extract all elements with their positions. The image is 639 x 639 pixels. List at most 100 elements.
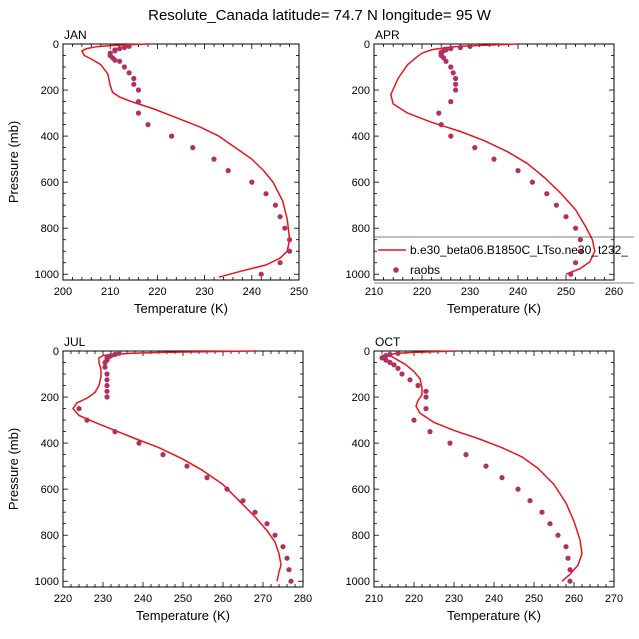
raobs-point	[160, 452, 166, 458]
y-tick-label: 600	[352, 484, 370, 496]
raobs-point	[84, 417, 90, 423]
raobs-point	[423, 394, 429, 400]
panel-jan: JAN 200 210 220 230 240 250 0 200 400 600 800 1000 Te…	[6, 28, 308, 316]
x-tick-label: 210	[365, 593, 383, 605]
legend-model-label: b.e30_beta06.B1850C_LTso.ne30_t232_	[410, 243, 628, 257]
raobs-point	[224, 486, 230, 492]
raobs-point	[264, 521, 270, 527]
y-tick-label: 0	[53, 39, 59, 51]
raobs-point	[567, 578, 573, 584]
raobs-point	[116, 350, 122, 356]
y-tick-label: 600	[41, 177, 59, 189]
raobs-point	[287, 248, 293, 254]
raobs-point	[448, 133, 454, 139]
y-tick-label: 400	[352, 131, 370, 143]
raobs-point	[272, 532, 278, 538]
raobs-point	[448, 64, 454, 70]
x-axis-label: Temperature (K)	[447, 608, 541, 623]
y-tick-label: 1000	[35, 269, 59, 281]
x-tick-label: 240	[134, 593, 152, 605]
x-axis-label: Temperature (K)	[136, 608, 230, 623]
y-axis-label: Pressure (mb)	[6, 428, 21, 510]
raobs-point	[527, 498, 533, 504]
raobs-point	[563, 214, 569, 220]
raobs-point	[379, 355, 385, 361]
x-tick-label: 260	[605, 286, 623, 298]
raobs-point	[423, 388, 429, 394]
raobs-point	[272, 202, 278, 208]
x-tick-label: 210	[101, 286, 119, 298]
raobs-point	[577, 248, 584, 254]
raobs-point	[407, 377, 413, 383]
raobs-point	[145, 122, 151, 128]
x-tick-label: 280	[294, 593, 312, 605]
y-tick-label: 400	[352, 438, 370, 450]
raobs-point	[544, 191, 550, 197]
raobs-point	[491, 156, 497, 162]
raobs-point	[112, 48, 118, 54]
raobs-point	[547, 521, 553, 527]
raobs-point	[515, 486, 521, 492]
y-tick-label: 800	[352, 530, 370, 542]
y-tick-label: 800	[41, 223, 59, 235]
raobs-point	[277, 214, 283, 220]
panel-apr: APR 210 220 230 240 250 260 0 200 400 600 800 1000 Te…	[346, 28, 624, 316]
raobs-point	[136, 440, 142, 446]
y-tick-label: 200	[352, 392, 370, 404]
plot-frame	[373, 43, 615, 281]
raobs-point	[121, 64, 127, 70]
raobs-point	[411, 417, 417, 423]
x-tick-label: 230	[195, 286, 213, 298]
raobs-point	[258, 271, 264, 277]
x-tick-label: 240	[485, 593, 503, 605]
raobs-point	[121, 44, 127, 51]
y-tick-label: 1000	[35, 576, 59, 588]
raobs-point	[515, 168, 521, 174]
raobs-point	[126, 43, 132, 49]
model-profile-line	[390, 43, 596, 275]
raobs-point	[190, 145, 196, 151]
raobs-point	[286, 567, 292, 573]
x-tick-label: 220	[413, 286, 431, 298]
raobs-point	[135, 99, 142, 105]
panel-oct: OCT 210 220 230 240 250 260 270 0 200 400 600 800 100…	[346, 335, 624, 623]
x-tick-label: 250	[290, 286, 308, 298]
raobs-point	[577, 237, 584, 243]
raobs-point	[112, 57, 118, 63]
raobs-point	[399, 371, 405, 377]
raobs-point	[565, 555, 571, 561]
x-axis-label: Temperature (K)	[447, 301, 541, 316]
raobs-point	[427, 429, 433, 435]
raobs-point	[211, 156, 217, 162]
y-axis-label: Pressure (mb)	[6, 121, 21, 203]
raobs-point	[448, 99, 454, 105]
y-tick-label: 800	[352, 223, 370, 235]
y-tick-label: 1000	[346, 576, 370, 588]
raobs-point	[263, 191, 269, 197]
raobs-point	[553, 202, 560, 208]
raobs-point	[102, 359, 108, 366]
raobs-point	[240, 498, 246, 504]
raobs-point	[112, 351, 118, 358]
panels: JAN 200 210 220 230 240 250 0 200 400 600 800 1000 Te…	[6, 28, 623, 623]
raobs-point	[568, 271, 574, 277]
raobs-point	[391, 362, 397, 368]
raobs-point	[438, 122, 444, 128]
raobs-point	[126, 70, 132, 76]
x-tick-label: 250	[525, 593, 543, 605]
raobs-point	[539, 509, 545, 515]
raobs-point	[453, 75, 459, 82]
raobs-point	[555, 532, 561, 538]
panel-label: APR	[375, 28, 400, 42]
x-tick-label: 260	[565, 593, 583, 605]
raobs-point	[573, 225, 579, 231]
x-tick-label: 200	[54, 286, 72, 298]
x-tick-label: 270	[254, 593, 272, 605]
raobs-point	[436, 110, 442, 116]
raobs-point	[450, 70, 456, 76]
raobs-point	[443, 58, 449, 64]
raobs-point	[423, 406, 429, 412]
raobs-point	[184, 463, 190, 469]
raobs-point	[117, 46, 123, 52]
raobs-point	[467, 43, 473, 49]
